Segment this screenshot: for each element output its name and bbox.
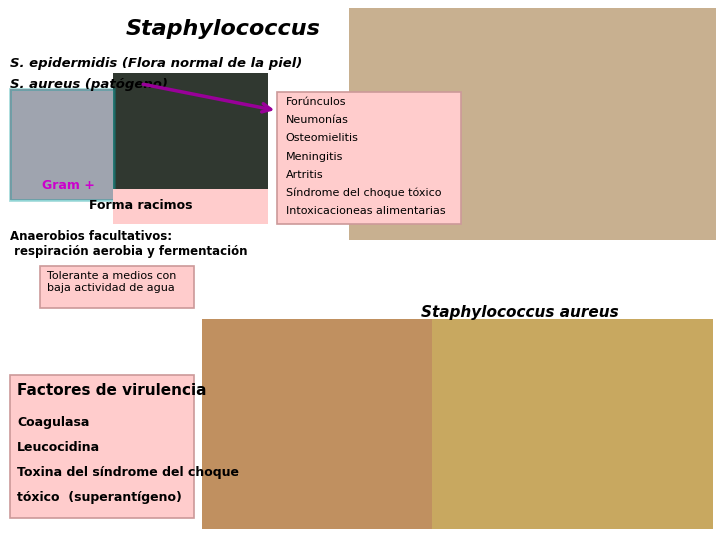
Text: Meningitis: Meningitis xyxy=(286,152,343,161)
Text: Staphylococcus: Staphylococcus xyxy=(126,19,321,39)
Text: Coagulasa: Coagulasa xyxy=(17,416,90,429)
Text: Toxina del síndrome del choque: Toxina del síndrome del choque xyxy=(17,465,239,479)
Text: Síndrome del choque tóxico: Síndrome del choque tóxico xyxy=(286,188,441,198)
Bar xyxy=(40,266,194,308)
Text: Tolerante a medios con
baja actividad de agua: Tolerante a medios con baja actividad de… xyxy=(47,271,176,293)
Bar xyxy=(113,73,268,211)
Text: Anaerobios facultativos:
 respiración aerobia y fermentación: Anaerobios facultativos: respiración aer… xyxy=(10,230,248,258)
Text: S. aureus (patógeno): S. aureus (patógeno) xyxy=(10,78,168,91)
Bar xyxy=(113,189,268,224)
Text: Forma racimos: Forma racimos xyxy=(89,199,192,212)
Bar xyxy=(10,89,114,200)
Bar xyxy=(10,89,114,200)
Text: Artritis: Artritis xyxy=(286,170,323,180)
Text: Gram +: Gram + xyxy=(42,179,94,192)
Bar xyxy=(10,375,194,518)
Bar xyxy=(202,319,504,529)
Bar xyxy=(432,319,713,529)
Text: Factores de virulencia: Factores de virulencia xyxy=(17,383,207,399)
Text: Leucocidina: Leucocidina xyxy=(17,441,100,454)
Text: Osteomielitis: Osteomielitis xyxy=(286,133,359,144)
Text: S. epidermidis (Flora normal de la piel): S. epidermidis (Flora normal de la piel) xyxy=(10,57,302,70)
Text: Forúnculos: Forúnculos xyxy=(286,97,346,107)
Text: tóxico  (superantígeno): tóxico (superantígeno) xyxy=(17,491,182,504)
Bar xyxy=(277,92,461,224)
Text: Neumonías: Neumonías xyxy=(286,116,348,125)
Text: Intoxicacioneas alimentarias: Intoxicacioneas alimentarias xyxy=(286,206,446,216)
Text: Staphylococcus aureus: Staphylococcus aureus xyxy=(421,305,619,320)
Bar xyxy=(349,8,716,240)
